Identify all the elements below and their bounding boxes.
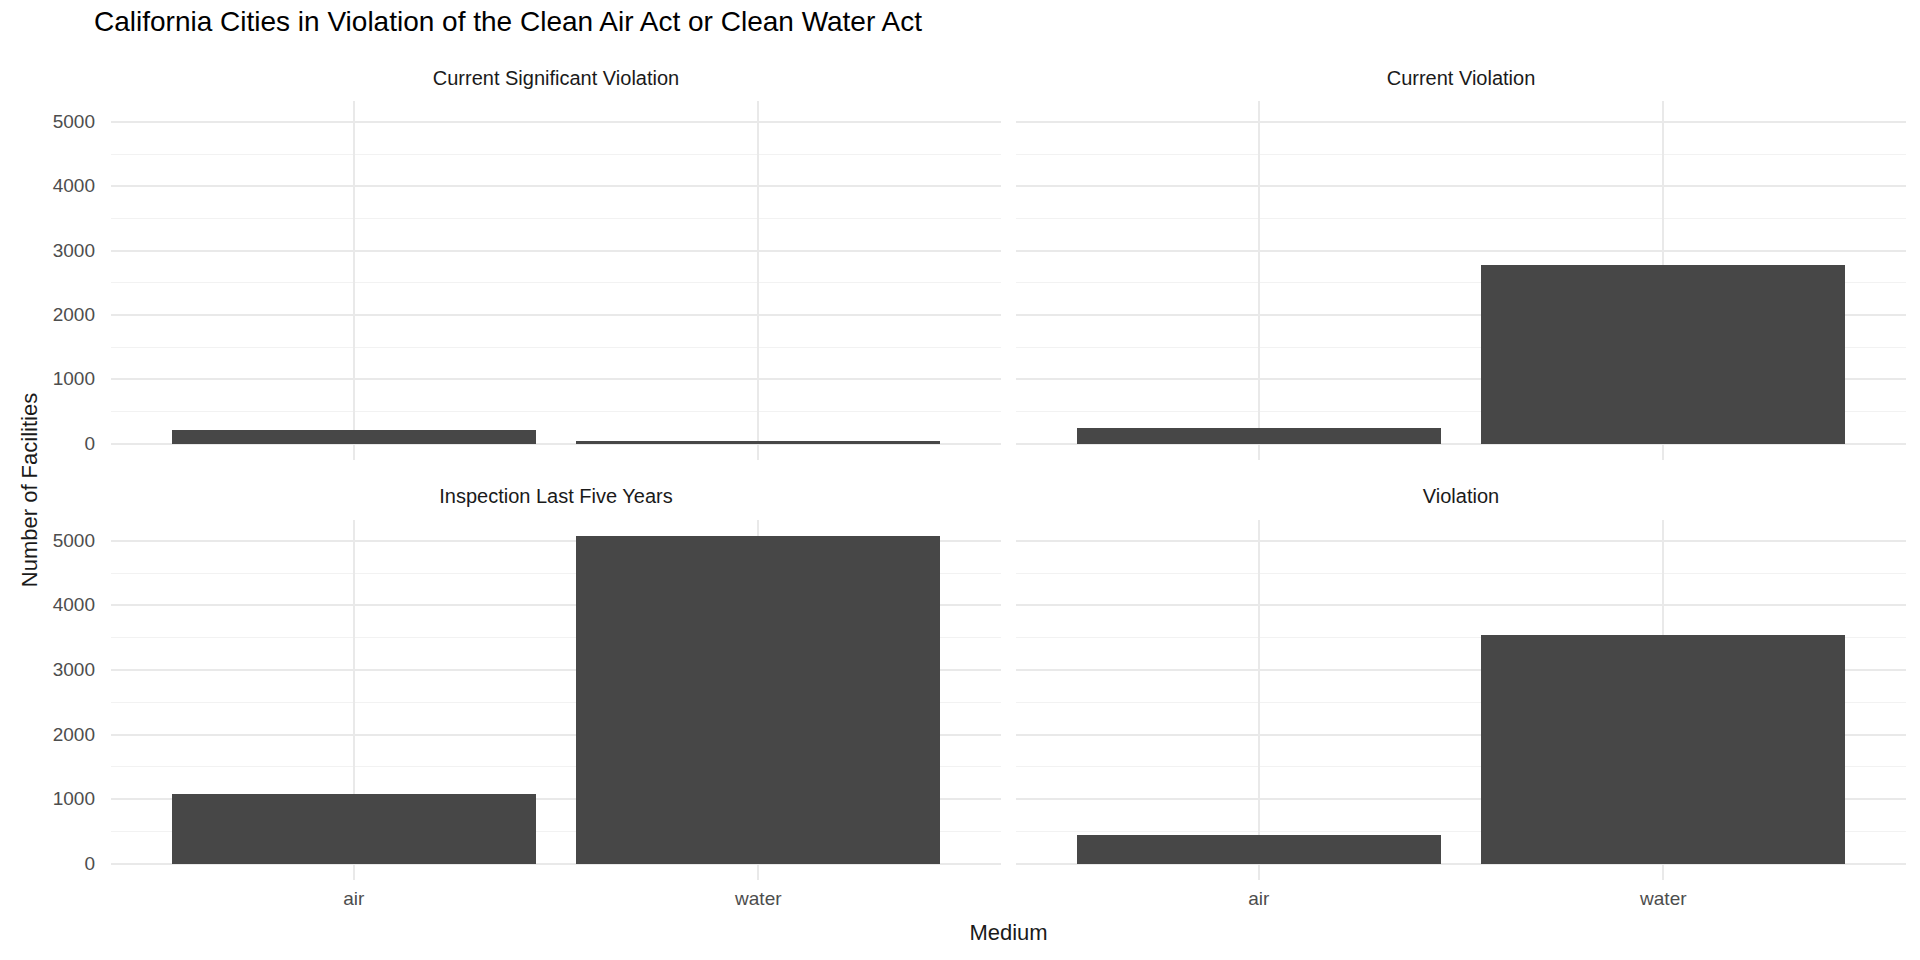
y-tick-label: 2000 <box>53 724 95 746</box>
y-tick-label: 3000 <box>53 659 95 681</box>
gridline-major <box>111 378 1001 380</box>
x-tick-label-air: air <box>1248 886 1269 912</box>
facet-panel-current-significant-violation <box>111 101 1001 460</box>
bar-air <box>1077 428 1441 444</box>
y-tick-label: 0 <box>84 433 95 455</box>
x-tick-label-water: water <box>1640 886 1686 912</box>
gridline-major <box>1016 604 1906 606</box>
y-tick-label: 5000 <box>53 530 95 552</box>
gridline-major <box>1016 121 1906 123</box>
facet-strip-violation: Violation <box>1016 480 1906 512</box>
facet-panel-current-violation <box>1016 101 1906 460</box>
chart-figure: California Cities in Violation of the Cl… <box>0 0 1920 960</box>
gridline-major <box>1016 185 1906 187</box>
bar-water <box>576 441 940 444</box>
facet-panel-inspection-last-five-years <box>111 520 1001 880</box>
x-tick-label-air: air <box>343 886 364 912</box>
facet-strip-current-violation: Current Violation <box>1016 62 1906 94</box>
gridline-minor <box>111 154 1001 155</box>
gridline-minor <box>1016 218 1906 219</box>
gridline-vertical-air <box>1258 101 1260 460</box>
y-tick-label: 1000 <box>53 368 95 390</box>
y-tick-label: 3000 <box>53 240 95 262</box>
x-axis-ticks-right-panel: air water <box>1016 886 1906 912</box>
y-tick-label: 2000 <box>53 304 95 326</box>
gridline-vertical-water <box>757 101 759 460</box>
gridline-minor <box>1016 573 1906 574</box>
y-tick-label: 1000 <box>53 788 95 810</box>
gridline-minor <box>111 282 1001 283</box>
gridline-major <box>1016 250 1906 252</box>
bar-air <box>1077 835 1441 863</box>
gridline-minor <box>111 347 1001 348</box>
bar-water <box>1481 265 1845 444</box>
facet-strip-current-significant-violation: Current Significant Violation <box>111 62 1001 94</box>
gridline-minor <box>111 218 1001 219</box>
facet-strip-inspection-last-five-years: Inspection Last Five Years <box>111 480 1001 512</box>
gridline-major <box>111 185 1001 187</box>
gridline-minor <box>1016 154 1906 155</box>
x-tick-label-water: water <box>735 886 781 912</box>
gridline-vertical-air <box>1258 520 1260 880</box>
y-tick-label: 5000 <box>53 111 95 133</box>
bar-air <box>172 794 536 864</box>
bar-air <box>172 430 536 444</box>
bar-water <box>576 536 940 863</box>
gridline-major <box>111 314 1001 316</box>
facet-panel-violation <box>1016 520 1906 880</box>
gridline-major <box>111 250 1001 252</box>
y-tick-label: 4000 <box>53 594 95 616</box>
y-tick-label: 0 <box>84 853 95 875</box>
gridline-major <box>1016 540 1906 542</box>
x-axis-ticks-left-panel: air water <box>111 886 1001 912</box>
bar-water <box>1481 635 1845 864</box>
x-axis-title: Medium <box>111 920 1906 946</box>
y-axis-ticks-top-row: 0 1000 2000 3000 4000 5000 <box>0 101 97 460</box>
gridline-vertical-air <box>353 101 355 460</box>
gridline-major <box>111 121 1001 123</box>
gridline-minor <box>111 411 1001 412</box>
y-axis-ticks-bottom-row: 0 1000 2000 3000 4000 5000 <box>0 520 97 880</box>
chart-title: California Cities in Violation of the Cl… <box>94 6 922 38</box>
y-tick-label: 4000 <box>53 175 95 197</box>
